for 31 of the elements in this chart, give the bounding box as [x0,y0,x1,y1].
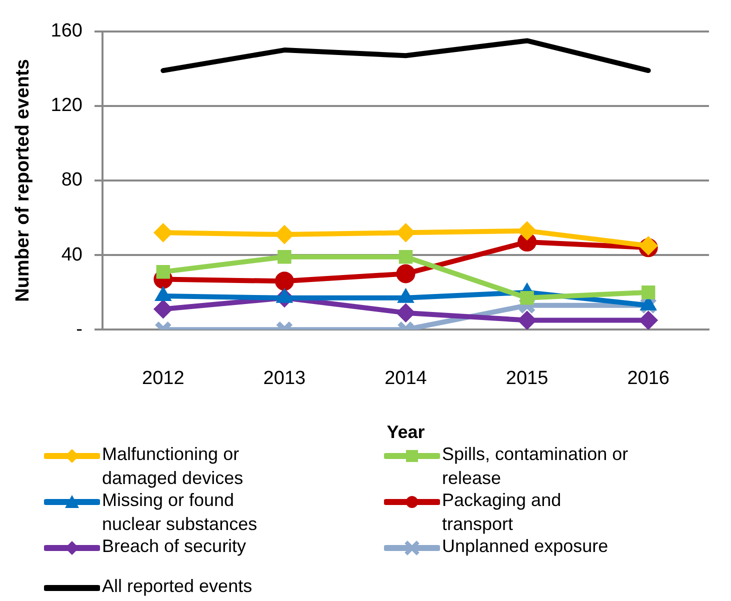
x-axis-title: Year [386,422,425,442]
legend-label: Unplanned exposure [442,535,610,558]
point [274,225,294,244]
x-tick-label: 2015 [506,368,548,390]
x-tick-label: 2012 [142,368,184,390]
y-axis-title: Number of reported events [12,59,34,302]
point [154,223,173,242]
point [641,285,656,300]
point [274,272,294,291]
y-tick-label: 40 [61,244,82,266]
legend-label: Breach of security [102,535,248,558]
x-tick-label: 2014 [384,368,428,390]
point [398,250,413,264]
y-tick-label: 120 [50,95,82,116]
legend-label: Malfunctioning or damaged devices [102,443,244,490]
point [278,250,292,264]
point [518,221,537,240]
y-tick-label: 160 [50,20,82,42]
x-tick-label: 2016 [627,368,670,390]
x-tick-label: 2013 [263,368,306,390]
point [154,300,173,319]
point [520,291,534,305]
point [396,264,416,284]
y-tick-label: - [76,318,82,340]
point [156,264,170,279]
point [396,303,416,322]
legend-label: Spills, contamination or release [442,443,630,490]
y-tick-label: 80 [61,170,82,191]
legend-label: All reported events [102,575,254,598]
legend-label: Missing or found nuclear substances [102,489,258,536]
legend-label: Packaging and transport [442,489,562,536]
